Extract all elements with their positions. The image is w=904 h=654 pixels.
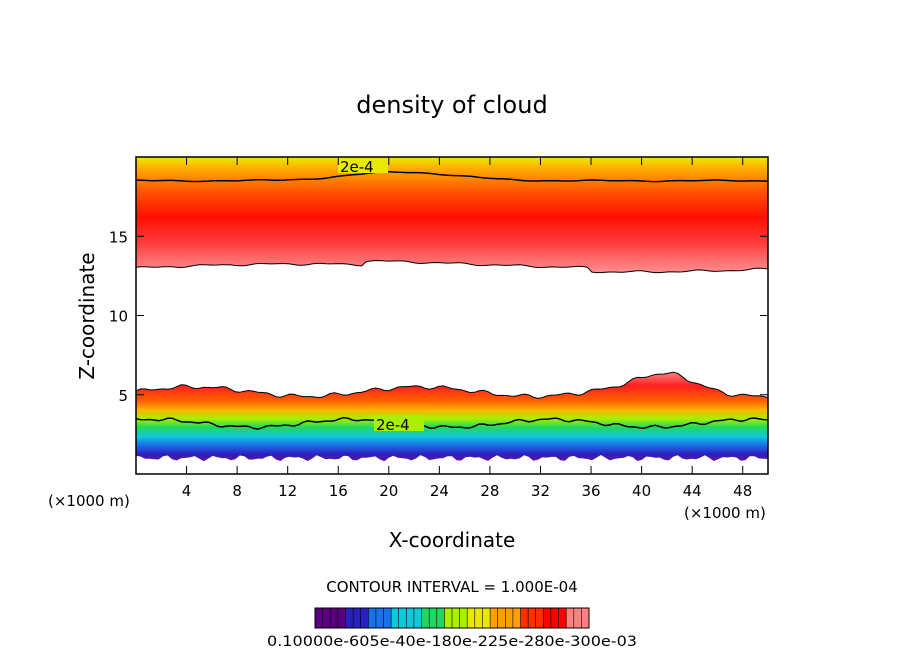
colorbar-swatch <box>581 608 590 628</box>
x-tick-label: 40 <box>632 482 651 500</box>
colorbar-swatch <box>550 608 559 628</box>
lower-contour-line <box>136 416 768 430</box>
colorbar-swatch <box>406 608 415 628</box>
colorbar-swatch <box>345 608 354 628</box>
x-axis-title: X-coordinate <box>389 528 516 552</box>
x-tick-label: 32 <box>531 482 550 500</box>
lower-cloud-layer <box>136 372 768 462</box>
colorbar-swatch <box>322 608 331 628</box>
x-tick-label: 8 <box>232 482 242 500</box>
y-tick-label: 10 <box>109 308 128 326</box>
plot-area: 2e-4 2e-4 <box>136 157 768 462</box>
y-axis-ticks: 5 10 15 <box>109 228 768 405</box>
lower-layer-boundary <box>136 371 768 399</box>
chart-title: density of cloud <box>356 91 547 119</box>
colorbar-swatch <box>413 608 422 628</box>
y-tick-label: 5 <box>118 387 128 405</box>
colorbar-swatch <box>558 608 567 628</box>
colorbar-labels: 0.10000e-605e-40e-180e-225e-280e-300e-03 <box>267 634 637 650</box>
colorbar <box>314 608 590 628</box>
y-axis-title: Z-coordinate <box>75 252 99 379</box>
colorbar-swatch <box>444 608 453 628</box>
x-tick-label: 24 <box>430 482 449 500</box>
colorbar-swatch <box>452 608 461 628</box>
colorbar-swatch <box>535 608 544 628</box>
colorbar-swatch <box>315 608 324 628</box>
x-tick-label: 36 <box>581 482 600 500</box>
y-tick-label: 15 <box>109 228 128 246</box>
colorbar-swatch <box>573 608 582 628</box>
colorbar-swatch <box>429 608 438 628</box>
colorbar-swatch <box>398 608 407 628</box>
upper-cloud-layer <box>136 157 768 273</box>
x-tick-label: 16 <box>329 482 348 500</box>
colorbar-swatch <box>360 608 369 628</box>
colorbar-swatch <box>436 608 445 628</box>
colorbar-swatch <box>497 608 506 628</box>
x-tick-label: 48 <box>733 482 752 500</box>
x-axis-ticks: 4 8 12 16 20 24 28 32 36 40 44 48 <box>182 157 752 500</box>
colorbar-swatch <box>330 608 339 628</box>
x-tick-label: 12 <box>278 482 297 500</box>
colorbar-swatch <box>383 608 392 628</box>
colorbar-swatch <box>505 608 514 628</box>
colorbar-swatch <box>482 608 491 628</box>
lower-contour-label: 2e-4 <box>376 416 410 434</box>
colorbar-swatch <box>474 608 483 628</box>
colorbar-swatch <box>368 608 377 628</box>
colorbar-frame <box>314 607 590 629</box>
x-tick-label: 4 <box>182 482 192 500</box>
colorbar-swatch <box>467 608 476 628</box>
colorbar-swatch <box>490 608 499 628</box>
colorbar-swatch <box>520 608 529 628</box>
x-units-label: (×1000 m) <box>684 504 766 522</box>
colorbar-swatch <box>337 608 346 628</box>
x-tick-label: 28 <box>480 482 499 500</box>
lower-contour-label-bg <box>374 415 424 431</box>
x-tick-label: 20 <box>379 482 398 500</box>
colorbar-swatch <box>566 608 575 628</box>
colorbar-swatch <box>512 608 521 628</box>
colorbar-swatch <box>528 608 537 628</box>
upper-layer-boundary <box>136 259 768 274</box>
y-units-label: (×1000 m) <box>48 492 130 510</box>
colorbar-swatch <box>391 608 400 628</box>
colorbar-swatch <box>353 608 362 628</box>
colorbar-swatch <box>543 608 552 628</box>
colorbar-swatch <box>459 608 468 628</box>
upper-contour-label-bg <box>338 157 388 173</box>
contour-interval-text: CONTOUR INTERVAL = 1.000E-04 <box>326 578 577 596</box>
colorbar-swatch <box>421 608 430 628</box>
x-tick-label: 44 <box>683 482 702 500</box>
upper-contour-label: 2e-4 <box>340 158 374 176</box>
upper-contour-line <box>136 171 768 183</box>
colorbar-swatch <box>375 608 384 628</box>
